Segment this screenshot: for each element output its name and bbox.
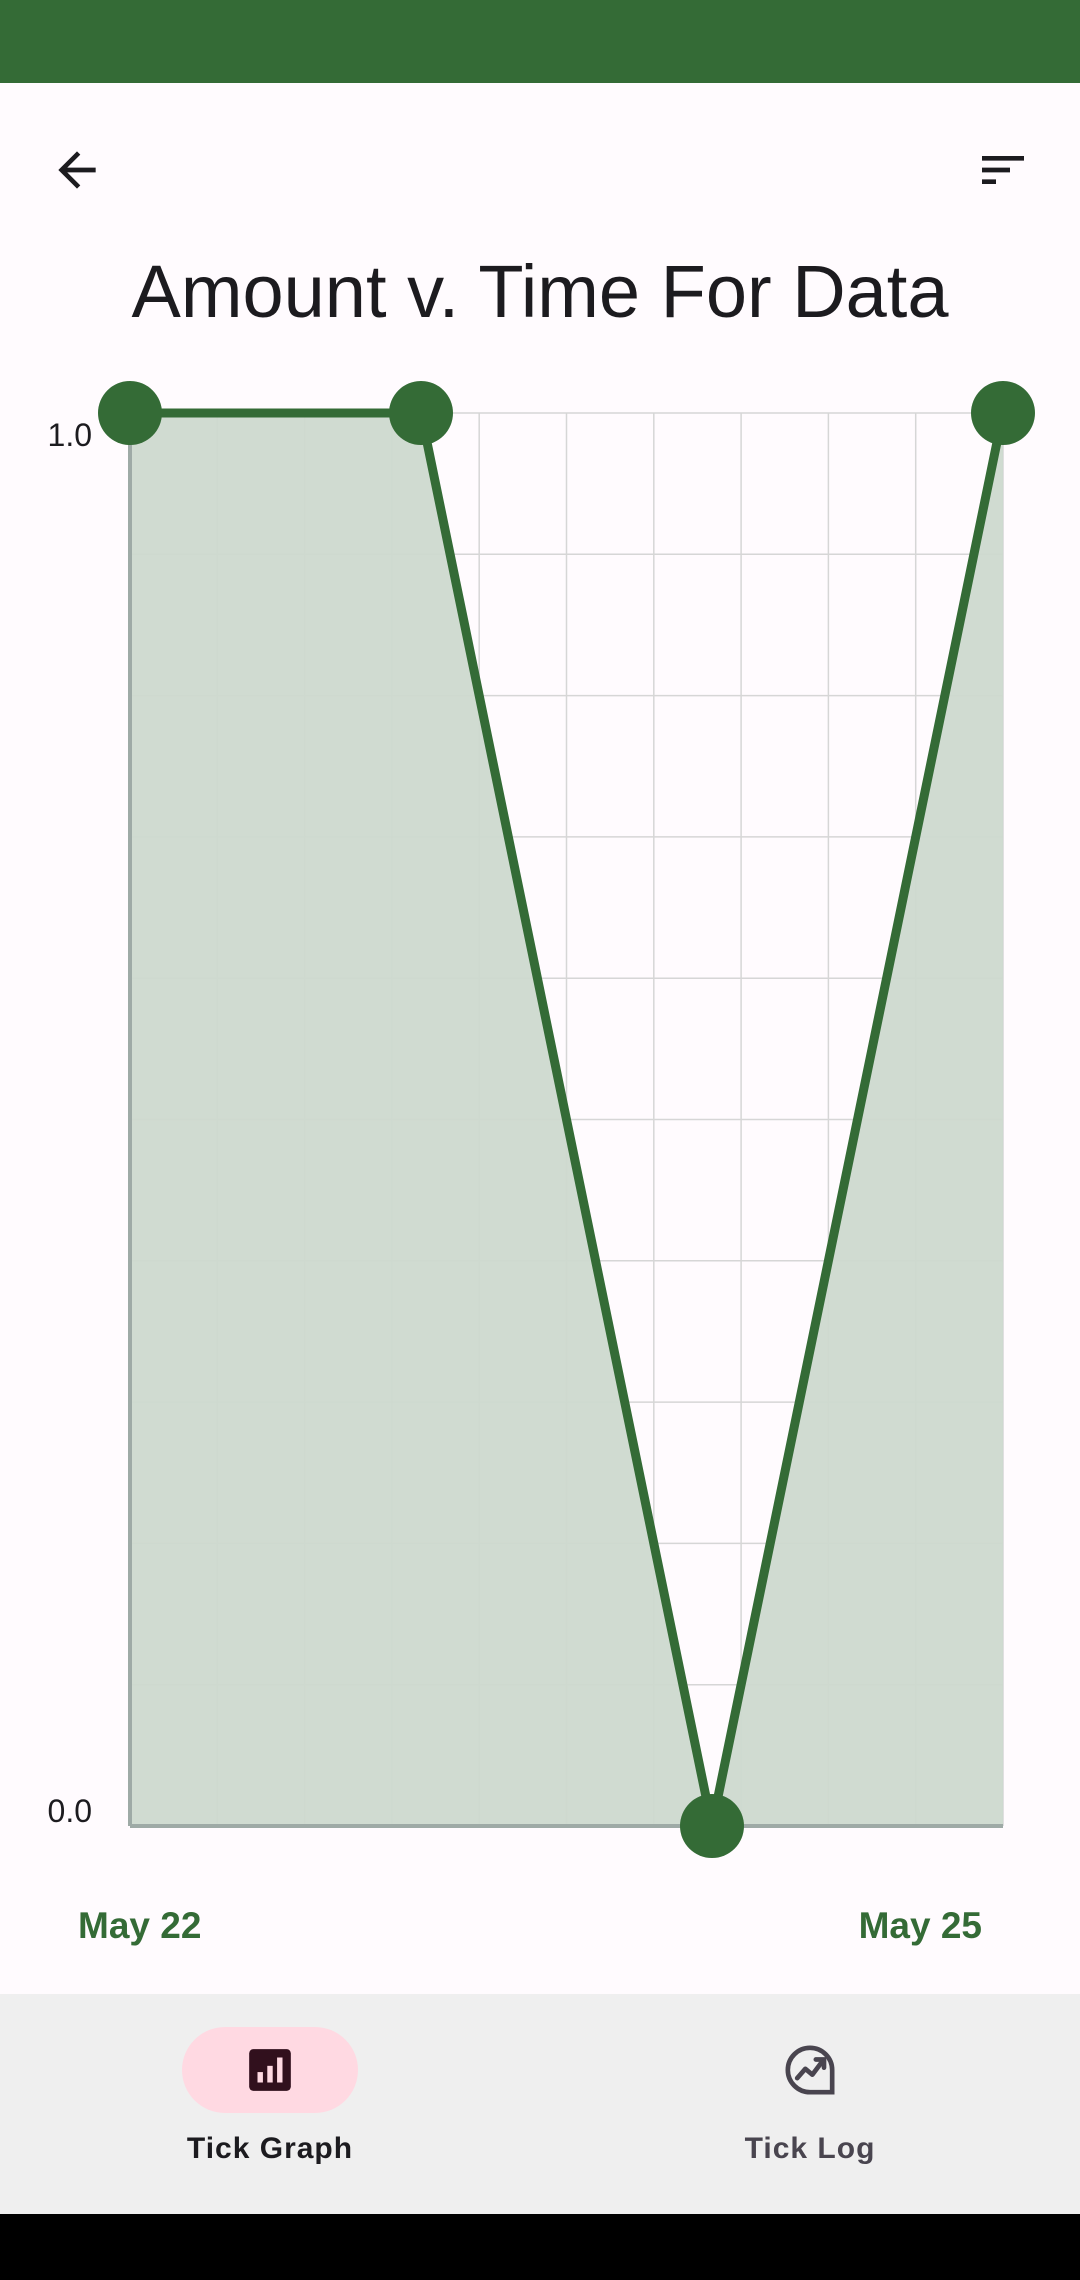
area-chart: 0.0 1.0 May 22 May 25 [48,381,1035,1946]
bar-chart-icon [249,2049,291,2091]
x-tick-label: May 22 [78,1905,201,1946]
data-point [98,381,162,445]
nav-active-indicator [182,2027,358,2113]
data-point [389,381,453,445]
sort-button[interactable] [943,110,1063,230]
sort-lines-icon [982,156,1024,184]
y-tick-label: 1.0 [48,417,92,453]
back-button[interactable] [17,110,137,230]
status-bar [0,0,1080,83]
series-line [130,408,1008,1831]
nav-label-tick-log: Tick Log [744,2132,876,2165]
bottom-navigation: Tick Graph Tick Log [0,1994,1080,2214]
trending-chart-icon [785,2045,835,2095]
chart-title: Amount v. Time For Data [131,250,949,333]
arrow-left-icon [58,151,96,189]
system-navigation-bar [0,2214,1080,2280]
x-tick-label: May 25 [859,1905,982,1946]
data-point [971,381,1035,445]
nav-tick-log[interactable]: Tick Log [540,1994,1080,2214]
data-point [680,1794,744,1858]
nav-label-tick-graph: Tick Graph [186,2132,354,2165]
y-tick-label: 0.0 [48,1793,92,1829]
nav-tick-graph[interactable]: Tick Graph [0,1994,540,2214]
nav-inactive-indicator [722,2027,898,2113]
